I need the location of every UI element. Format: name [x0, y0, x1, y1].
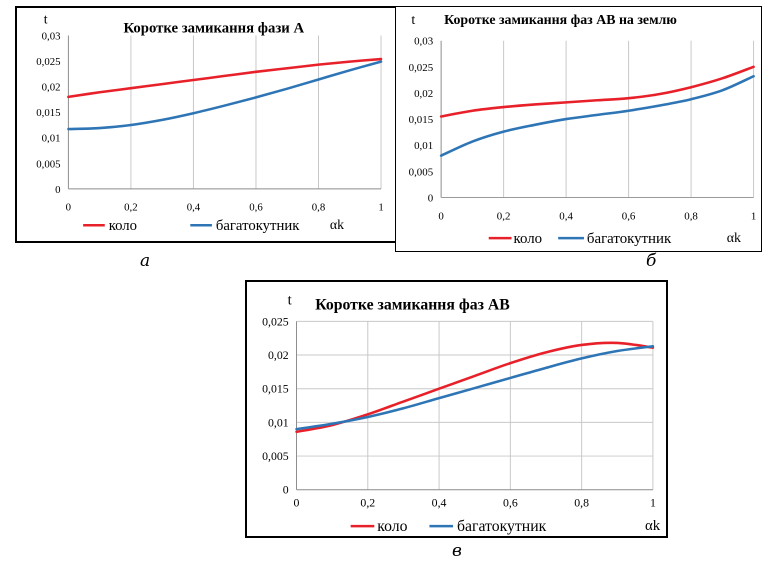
legend-label: багатокутник: [457, 518, 547, 535]
legend-label: багатокутник: [587, 231, 672, 247]
y-tick-label: 0,025: [262, 314, 289, 328]
y-tick-label: 0,02: [414, 88, 433, 100]
caption-a: а: [140, 251, 151, 271]
x-tick-label: 0,4: [432, 495, 447, 509]
y-tick-label: 0,02: [268, 348, 289, 362]
series-line-kolo: [67, 57, 383, 99]
x-tick-label: 0,8: [684, 210, 698, 222]
x-tick-label: 0,6: [622, 210, 636, 222]
y-tick-label: 0,015: [36, 107, 60, 119]
caption-c: в: [452, 541, 462, 561]
chart-c: 0 0,005 0,01 0,015 0,02 0,025 0 0,2 0,4 0,6 0,8 1 Ко…: [262, 293, 661, 535]
chart-b: 0 0,005 0,01 0,015 0,02 0,025 0,03 0 0,2 0,4 0,6 0,…: [409, 13, 757, 247]
chart-panel-c: 0 0,005 0,01 0,015 0,02 0,025 0 0,2 0,4 0,6 0,8 1 Ко…: [245, 280, 668, 538]
x-tick-label: 0: [294, 495, 300, 509]
x-axis-label: αk: [645, 518, 661, 534]
x-tick-label: 0,4: [187, 202, 201, 214]
y-tick-label: 0,005: [262, 449, 289, 463]
x-tick-label: 0,4: [559, 210, 573, 222]
y-axis-label: t: [44, 12, 48, 27]
y-tick-label: 0,03: [42, 30, 61, 42]
caption-b: б: [646, 251, 657, 271]
y-tick-label: 0,015: [409, 114, 434, 126]
chart-panel-a: 0 0,005 0,01 0,015 0,02 0,025 0,03 0 0,2 0,4 0,6 0,…: [15, 6, 401, 243]
chart-title: Коротке замикання фаз АВ на землю: [444, 13, 677, 28]
y-axis-label: t: [288, 293, 293, 309]
y-tick-label: 0: [55, 184, 60, 196]
legend-label: коло: [514, 231, 543, 247]
y-axis-label: t: [411, 13, 415, 28]
x-tick-label: 0: [438, 210, 444, 222]
y-tick-label: 0,025: [36, 56, 60, 68]
y-tick-label: 0,005: [36, 158, 60, 170]
series-line-kolo: [295, 341, 655, 434]
chart-panel-b: 0 0,005 0,01 0,015 0,02 0,025 0,03 0 0,2 0,4 0,6 0,…: [395, 6, 762, 252]
y-tick-label: 0: [428, 192, 434, 204]
chart-a: 0 0,005 0,01 0,015 0,02 0,025 0,03 0 0,2 0,4 0,6 0,…: [36, 12, 383, 234]
series-line-bahatokutnyk: [67, 60, 383, 131]
y-tick-label: 0,01: [268, 415, 289, 429]
y-tick-label: 0,02: [42, 82, 61, 94]
series-line-bahatokutnyk: [295, 345, 655, 431]
legend-label: коло: [109, 218, 137, 234]
x-tick-label: 0,2: [360, 495, 375, 509]
x-tick-label: 0,6: [249, 202, 263, 214]
x-tick-label: 0,2: [124, 202, 138, 214]
y-tick-label: 0,01: [42, 133, 61, 145]
y-tick-label: 0,015: [262, 382, 289, 396]
x-tick-label: 1: [650, 495, 656, 509]
x-tick-label: 1: [751, 210, 756, 222]
series-line-kolo: [439, 65, 755, 118]
legend-label: багатокутник: [216, 218, 300, 234]
y-tick-label: 0,025: [409, 62, 434, 74]
legend-label: коло: [377, 518, 407, 535]
chart-title: Коротке замикання фаз АВ: [315, 297, 510, 314]
series-line-bahatokutnyk: [439, 74, 755, 157]
x-tick-label: 0: [66, 202, 71, 214]
y-tick-label: 0,01: [414, 140, 433, 152]
x-axis-label: αk: [330, 217, 344, 232]
y-tick-label: 0,03: [414, 36, 434, 48]
chart-title: Коротке замикання фази А: [123, 21, 304, 37]
x-tick-label: 0,6: [503, 495, 518, 509]
x-tick-label: 0,8: [574, 495, 589, 509]
x-axis-label: αk: [727, 231, 741, 246]
x-tick-label: 0,8: [312, 202, 325, 214]
y-tick-label: 0,005: [409, 166, 434, 178]
x-tick-label: 0,2: [497, 210, 511, 222]
y-tick-label: 0: [283, 483, 289, 497]
x-tick-label: 1: [378, 202, 383, 214]
